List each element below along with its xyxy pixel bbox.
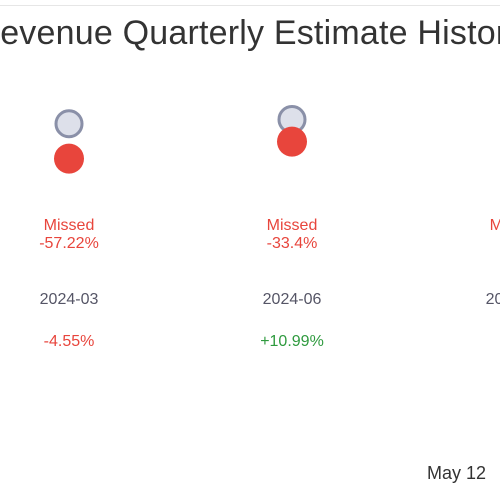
change-percent: -4.55% [43, 333, 95, 350]
chart-title: Revenue Quarterly Estimate History [0, 14, 500, 52]
change-percent: +10.99% [260, 333, 324, 350]
result-label: Missed [489, 217, 500, 234]
surprise-percent: -2 [435, 235, 500, 253]
footer-date: May 12 [427, 463, 487, 483]
change-percent: -1 [435, 333, 500, 351]
period-label: 2024-09 [485, 291, 500, 308]
period-label: 2024-03 [39, 291, 99, 308]
surprise-percent: -33.4% [266, 235, 318, 252]
period-label: 2024-06 [262, 291, 322, 308]
period-column: Missed -57.22% 2024-03 -4.55% [0, 0, 149, 500]
period-column: Missed-2 2024-09 -1 [435, 0, 500, 500]
estimate-marker [54, 109, 84, 139]
result-label: Missed [266, 217, 318, 234]
period-column: Missed -33.4% 2024-06 +10.99% [212, 0, 372, 500]
actual-marker [54, 143, 84, 174]
actual-marker [277, 126, 307, 157]
result-label: Missed [43, 217, 95, 234]
top-divider [0, 5, 500, 6]
surprise-percent: -57.22% [39, 235, 99, 252]
